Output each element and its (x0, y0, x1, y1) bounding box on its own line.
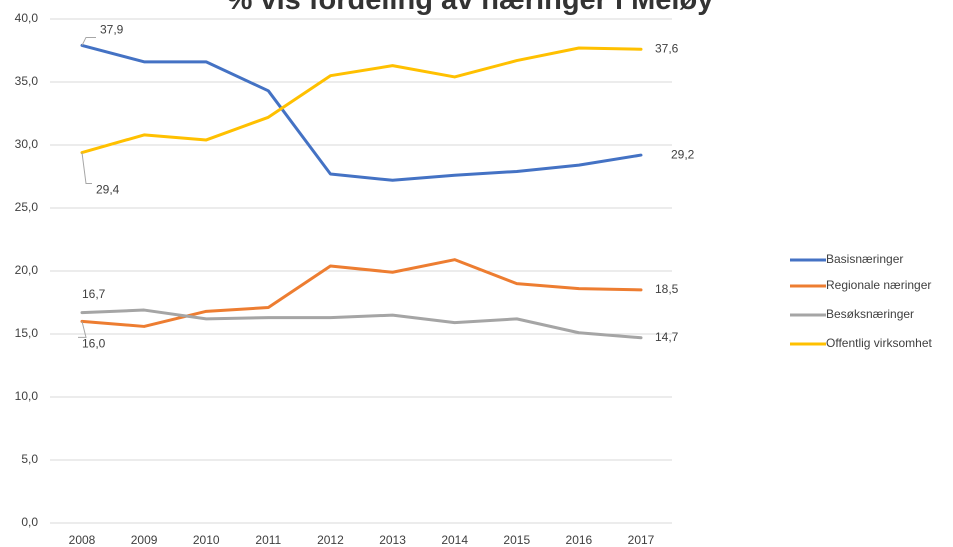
legend-label: Offentlig virksomhet (826, 336, 932, 350)
data-label: 16,7 (82, 287, 106, 301)
y-tick-label: 25,0 (15, 200, 39, 214)
legend-label: Regionale næringer (826, 278, 931, 292)
data-label: 37,9 (100, 23, 124, 37)
leader-line (81, 152, 92, 185)
y-tick-label: 40,0 (15, 11, 39, 25)
y-tick-label: 10,0 (15, 389, 39, 403)
y-tick-label: 35,0 (15, 74, 39, 88)
data-label: 29,2 (671, 147, 695, 161)
series-line (80, 258, 643, 328)
leader-line (81, 36, 96, 46)
data-label: 29,4 (96, 183, 120, 197)
series-line (80, 308, 643, 340)
data-label: 18,5 (655, 282, 679, 296)
x-tick-label: 2012 (317, 533, 344, 547)
x-tick-label: 2011 (255, 533, 281, 547)
series-line (80, 43, 643, 182)
data-label: 37,6 (655, 41, 679, 55)
y-tick-label: 30,0 (15, 137, 39, 151)
x-tick-label: 2016 (566, 533, 593, 547)
data-label: 16,0 (82, 337, 106, 351)
y-tick-label: 15,0 (15, 326, 39, 340)
x-tick-label: 2017 (628, 533, 655, 547)
x-tick-label: 2010 (193, 533, 220, 547)
x-tick-label: 2009 (131, 533, 158, 547)
x-tick-label: 2015 (503, 533, 530, 547)
data-label: 14,7 (655, 330, 679, 344)
series-line (80, 46, 643, 155)
leader-line (78, 321, 87, 338)
legend-label: Besøksnæringer (826, 307, 914, 321)
x-tick-label: 2013 (379, 533, 406, 547)
x-tick-label: 2014 (441, 533, 468, 547)
chart-title: % vis fordeling av næringer i Meløy (227, 0, 714, 16)
y-tick-label: 0,0 (21, 515, 38, 529)
y-tick-label: 20,0 (15, 263, 39, 277)
x-tick-label: 2008 (69, 533, 96, 547)
legend-label: Basisnæringer (826, 252, 903, 266)
y-tick-label: 5,0 (21, 452, 38, 466)
